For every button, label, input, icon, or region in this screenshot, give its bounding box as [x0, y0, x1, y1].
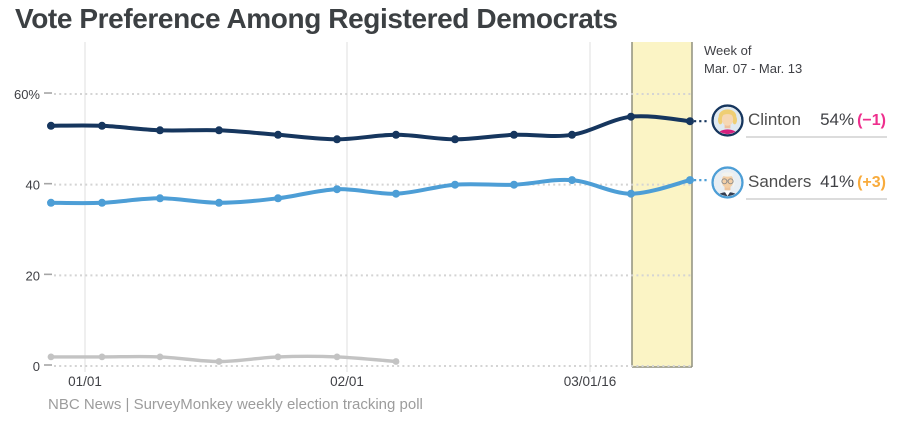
clinton-avatar-image — [711, 104, 744, 137]
sanders-value: 41% — [820, 171, 855, 191]
data-point — [47, 121, 55, 130]
data-point — [47, 198, 55, 207]
data-point — [156, 194, 164, 203]
sanders-change: (+3) — [857, 173, 886, 191]
data-point — [47, 353, 55, 361]
clinton-change: (−1) — [857, 111, 886, 129]
y-gridlines — [44, 92, 692, 367]
data-point — [98, 198, 106, 207]
x-tick-label: 02/01 — [330, 374, 364, 389]
y-tick-label: 60% — [14, 87, 40, 102]
data-point — [510, 180, 518, 189]
legend-row-clinton: Clinton 54% (−1) — [711, 103, 887, 138]
legend-clinton-name: Clinton — [748, 109, 801, 129]
legend-clinton-main: Clinton 54% (−1) — [746, 103, 887, 138]
x-tick-label: 01/01 — [68, 374, 102, 389]
sanders-avatar-image — [711, 166, 744, 199]
x-gridlines — [84, 42, 591, 372]
y-axis-labels: 60% 40 20 0 — [14, 87, 40, 374]
data-point — [627, 112, 635, 121]
data-point — [215, 198, 223, 207]
data-point — [451, 135, 459, 144]
y-tick-label: 0 — [33, 359, 40, 374]
series-sanders — [47, 176, 709, 207]
y-tick-label: 20 — [26, 268, 40, 283]
source-credit: NBC News | SurveyMonkey weekly election … — [48, 396, 423, 413]
data-point — [627, 189, 635, 198]
legend-clinton-values: 54% (−1) — [820, 110, 886, 130]
data-point — [274, 130, 282, 139]
data-point — [686, 176, 694, 185]
clinton-value: 54% — [820, 109, 855, 129]
data-point — [98, 121, 106, 130]
data-point — [156, 353, 164, 361]
page-title: Vote Preference Among Registered Democra… — [15, 3, 618, 34]
data-point — [568, 176, 576, 185]
data-point — [568, 130, 576, 139]
x-tick-label: 03/01/16 — [564, 374, 617, 389]
highlight-annotation: Week of Mar. 07 - Mar. 13 — [704, 42, 802, 78]
data-point — [392, 189, 400, 198]
sanders-avatar — [711, 166, 744, 199]
highlight-band — [631, 42, 693, 368]
data-point — [274, 353, 282, 361]
data-point — [392, 358, 400, 365]
legend-sanders-values: 41% (+3) — [820, 172, 886, 192]
data-point — [215, 126, 223, 135]
x-axis-labels: 01/01 02/01 03/01/16 — [68, 374, 616, 389]
data-point — [274, 194, 282, 203]
data-point — [392, 130, 400, 139]
series-unlabeled — [47, 353, 400, 365]
annotation-line1: Week of — [704, 43, 752, 58]
data-point — [215, 358, 223, 365]
legend-sanders-name: Sanders — [748, 171, 812, 191]
data-point — [333, 135, 341, 144]
data-point — [510, 130, 518, 139]
clinton-avatar — [711, 104, 744, 137]
legend-row-sanders: Sanders 41% (+3) — [711, 165, 887, 200]
y-tick-label: 40 — [26, 178, 40, 193]
series-clinton — [47, 112, 709, 144]
annotation-line2: Mar. 07 - Mar. 13 — [704, 61, 803, 76]
legend-sanders-main: Sanders 41% (+3) — [746, 165, 887, 200]
data-point — [98, 353, 106, 361]
data-point — [156, 126, 164, 135]
data-point — [451, 180, 459, 189]
data-point — [333, 185, 341, 194]
data-point — [686, 117, 694, 126]
data-point — [333, 353, 341, 361]
